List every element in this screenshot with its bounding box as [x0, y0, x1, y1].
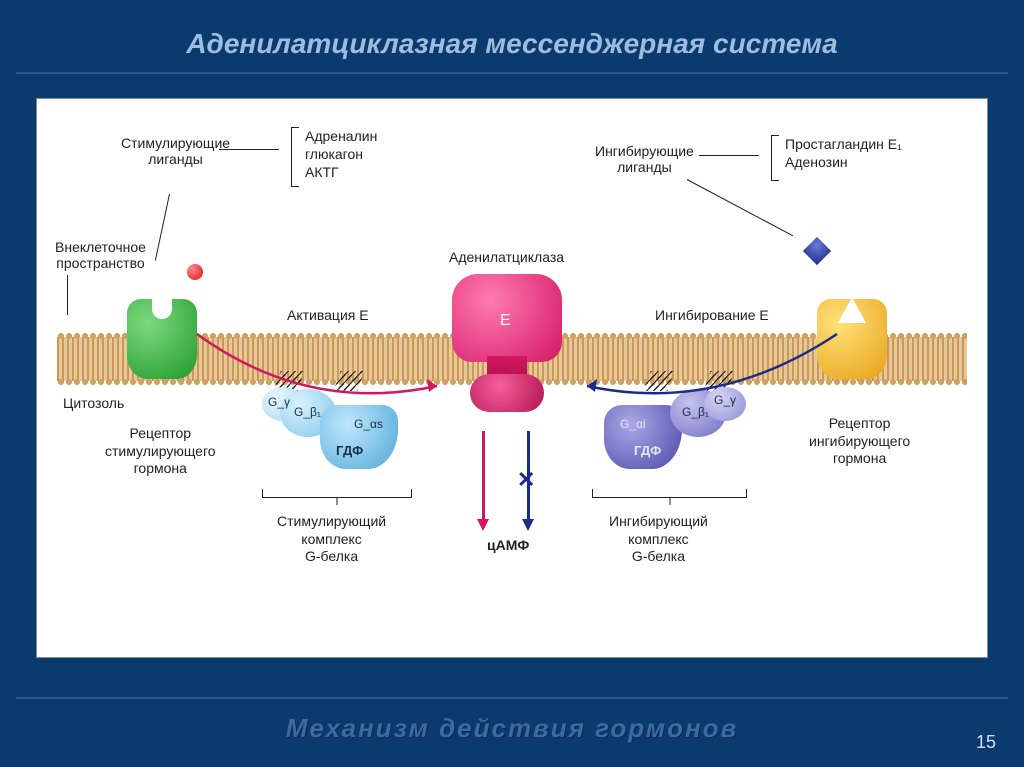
bottom-bar: Механизм действия гормонов 15 — [0, 697, 1024, 767]
pointer — [219, 149, 279, 150]
enzyme-E-label: E — [500, 312, 511, 330]
label-inh-ligands: Ингибирующие лиганды — [595, 143, 694, 175]
ligand-inh-icon — [803, 237, 831, 265]
page-number: 15 — [976, 732, 996, 753]
label-inhibition: Ингибирование E — [655, 307, 769, 323]
label-adenylate: Аденилатциклаза — [449, 249, 564, 265]
inhibition-arrow — [567, 324, 847, 424]
label-cytosol: Цитозоль — [63, 395, 124, 411]
label-camp: цАМФ — [487, 537, 529, 553]
label-stim-list: Адреналин глюкагон АКТГ — [305, 127, 377, 182]
brace-stim — [262, 497, 412, 498]
divider-bottom — [16, 697, 1008, 699]
label-g-inh-complex: Ингибирующий комплекс G-белка — [609, 513, 708, 566]
arrow-camp-stim — [482, 431, 485, 521]
pointer — [687, 179, 793, 236]
activation-arrow — [187, 324, 457, 424]
diagram: Стимулирующие лиганды Адреналин глюкагон… — [37, 99, 987, 657]
pointer — [67, 275, 68, 315]
label-activation: Активация E — [287, 307, 369, 323]
title-bar: Аденилатциклазная мессенджерная система — [0, 0, 1024, 72]
gdp-label: ГДФ — [634, 443, 661, 458]
bracket-stim-list — [291, 127, 299, 187]
divider-top — [16, 72, 1008, 74]
inhibit-x-icon: ✕ — [517, 467, 535, 493]
label-extracellular: Внеклеточное пространство — [55, 239, 146, 271]
diagram-frame: Стимулирующие лиганды Адреналин глюкагон… — [36, 98, 988, 658]
label-inh-receptor: Рецептор ингибирующего гормона — [809, 415, 910, 468]
brace-inh — [592, 497, 747, 498]
ligand-stim-icon — [187, 264, 203, 280]
bracket-inh-list — [771, 135, 779, 181]
adenylate-cyclase: E — [442, 274, 572, 424]
label-stim-receptor: Рецептор стимулирующего гормона — [105, 425, 216, 478]
label-g-stim-complex: Стимулирующий комплекс G-белка — [277, 513, 386, 566]
pointer — [699, 155, 759, 156]
gdp-label: ГДФ — [336, 443, 363, 458]
label-inh-list: Простагландин E₁ Аденозин — [785, 135, 902, 171]
label-stim-ligands: Стимулирующие лиганды — [121, 135, 230, 167]
slide-title: Аденилатциклазная мессенджерная система — [0, 28, 1024, 60]
pointer — [155, 194, 170, 261]
slide-subtitle: Механизм действия гормонов — [0, 713, 1024, 744]
